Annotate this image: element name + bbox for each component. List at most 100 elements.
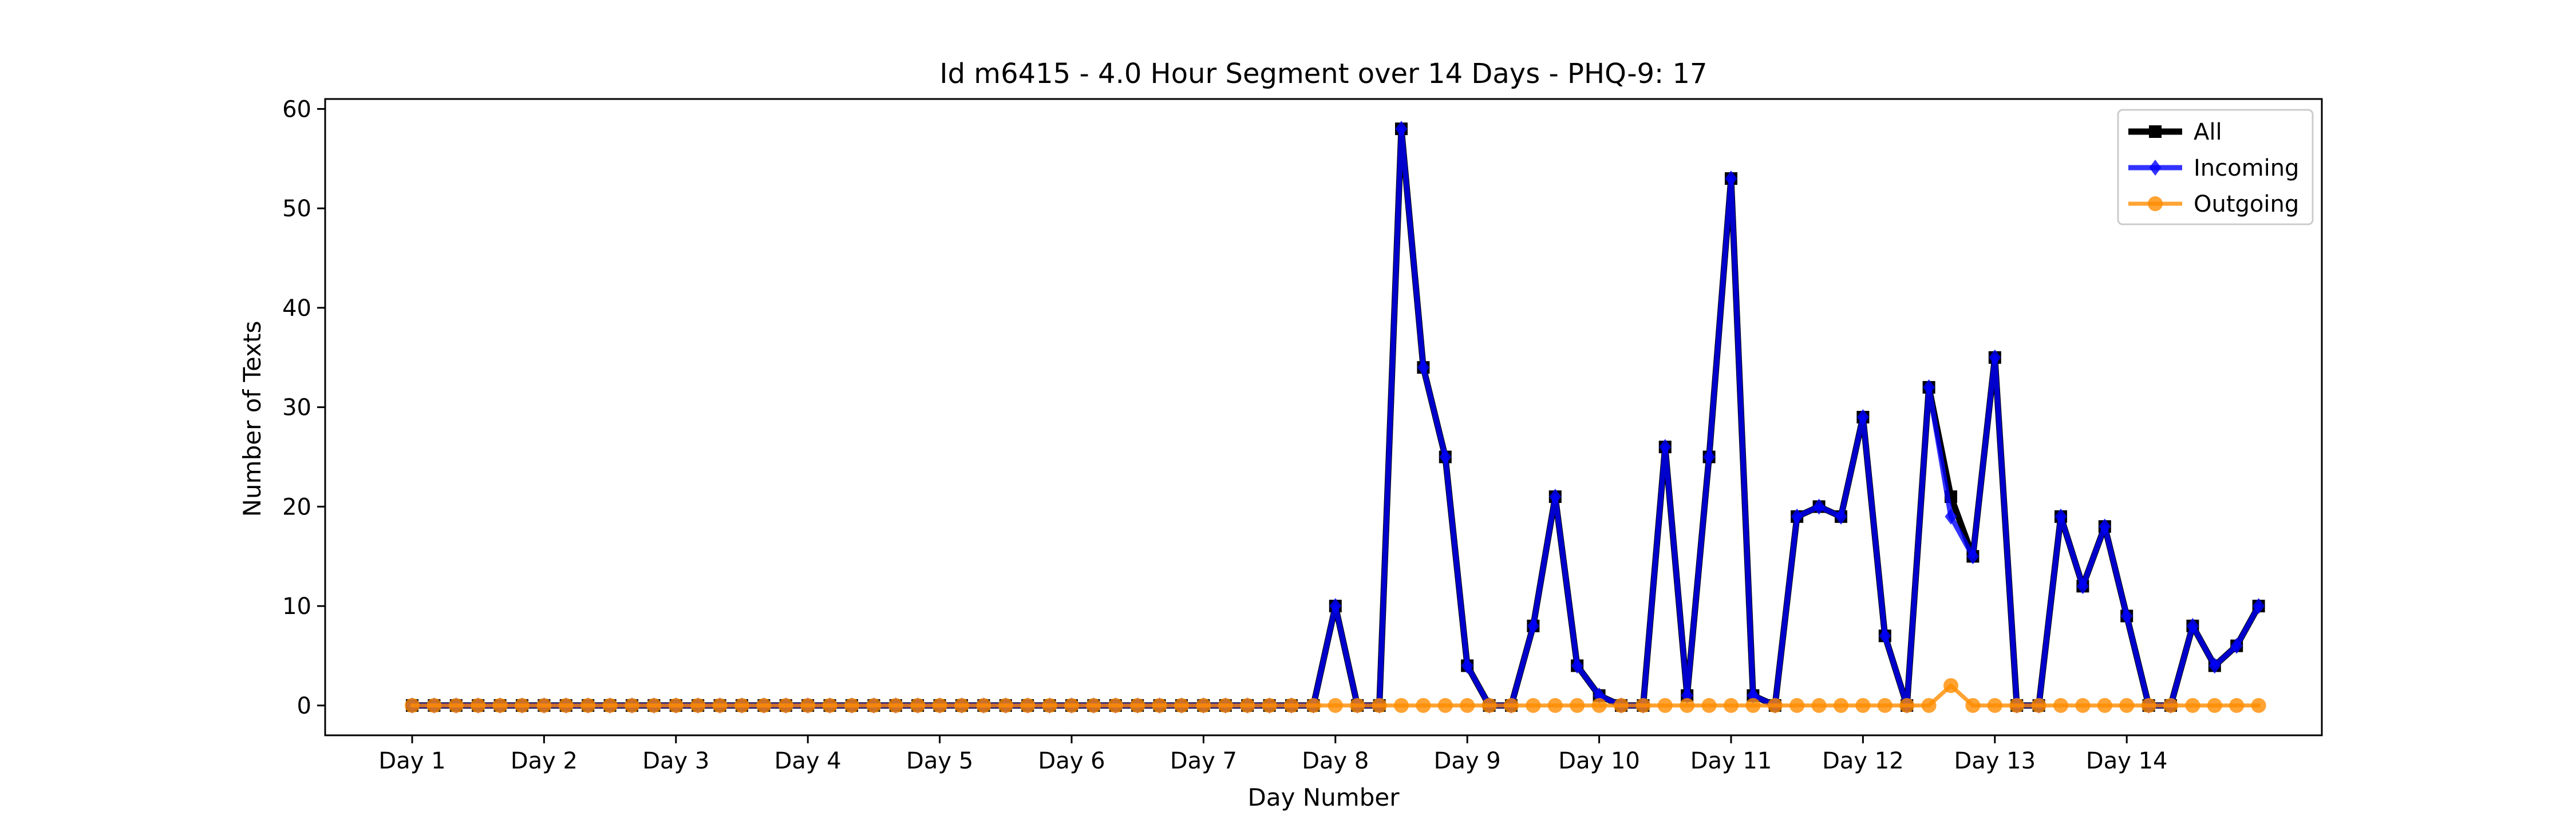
data-point-incoming: [1856, 409, 1869, 425]
data-point-outgoing: [1064, 698, 1079, 713]
series-line-all: [409, 125, 2262, 709]
data-point-incoming: [1439, 449, 1452, 465]
legend: All Incoming Outgoing: [2117, 109, 2314, 225]
data-point-incoming: [1966, 548, 1979, 565]
data-point-incoming: [1395, 121, 1408, 137]
data-point-outgoing: [1218, 698, 1233, 713]
data-point-outgoing: [888, 698, 903, 713]
data-point-outgoing: [1130, 698, 1145, 713]
data-point-outgoing: [1789, 698, 1805, 713]
data-point-outgoing: [844, 698, 859, 713]
data-point-outgoing: [1086, 698, 1101, 713]
plot-frame: [324, 98, 2323, 736]
data-point-outgoing: [1745, 698, 1761, 713]
data-point-incoming: [1549, 489, 1562, 505]
data-point-incoming: [1879, 628, 1891, 644]
data-point-outgoing: [1020, 698, 1036, 713]
legend-label-all: All: [2194, 119, 2222, 145]
data-point-incoming: [1703, 449, 1716, 465]
data-point-incoming: [1835, 508, 1847, 525]
data-point-incoming: [1659, 439, 1672, 455]
data-point-outgoing: [1899, 698, 1915, 713]
data-point-incoming: [2253, 598, 2265, 615]
x-tick-label: Day 14: [2086, 748, 2168, 774]
data-point-outgoing: [1855, 698, 1871, 713]
data-point-incoming: [2120, 608, 2133, 624]
data-point-outgoing: [1504, 698, 1519, 713]
data-point-incoming: [1571, 657, 1583, 674]
data-point-outgoing: [1437, 698, 1453, 713]
data-point-incoming: [2099, 518, 2111, 535]
data-point-outgoing: [2053, 698, 2068, 713]
data-point-incoming: [1923, 379, 1935, 395]
data-point-outgoing: [1108, 698, 1123, 713]
data-point-outgoing: [448, 698, 464, 713]
data-point-outgoing: [2185, 698, 2200, 713]
data-point-outgoing: [580, 698, 596, 713]
data-point-incoming: [2230, 637, 2243, 654]
y-tick-label: 10: [282, 593, 311, 620]
legend-box: [2117, 109, 2314, 225]
data-point-outgoing: [625, 698, 639, 713]
data-point-outgoing: [2163, 698, 2178, 713]
legend-label-incoming: Incoming: [2194, 155, 2299, 181]
y-tick-label: 50: [282, 196, 311, 222]
data-point-outgoing: [2119, 698, 2135, 713]
x-tick-label: Day 4: [775, 748, 841, 774]
x-tick-label: Day 6: [1038, 748, 1105, 774]
legend-marker-outgoing: [2148, 196, 2163, 211]
data-point-outgoing: [2031, 698, 2046, 713]
data-point-outgoing: [646, 698, 662, 713]
data-point-outgoing: [1526, 698, 1541, 713]
x-tick-label: Day 3: [642, 748, 709, 774]
data-point-outgoing: [1965, 698, 1981, 713]
data-point-outgoing: [2141, 698, 2156, 713]
data-point-outgoing: [998, 698, 1013, 713]
y-tick-label: 30: [282, 395, 311, 421]
data-point-outgoing: [1811, 698, 1827, 713]
chart-title: Id m6415 - 4.0 Hour Segment over 14 Days…: [939, 58, 1707, 90]
data-point-outgoing: [1460, 698, 1475, 713]
data-point-outgoing: [1350, 698, 1365, 713]
data-point-outgoing: [1767, 698, 1783, 713]
legend-label-outgoing: Outgoing: [2194, 191, 2299, 217]
data-point-outgoing: [1701, 698, 1717, 713]
data-point-outgoing: [405, 698, 420, 713]
x-tick-label: Day 13: [1954, 748, 2036, 774]
data-point-outgoing: [1416, 698, 1431, 713]
data-point-outgoing: [1987, 698, 2002, 713]
data-point-outgoing: [712, 698, 728, 713]
data-point-outgoing: [1284, 698, 1299, 713]
y-tick-label: 0: [297, 693, 311, 719]
x-axis-label: Day Number: [1247, 783, 1400, 811]
data-point-outgoing: [910, 698, 926, 713]
data-point-outgoing: [515, 698, 530, 713]
data-point-outgoing: [1614, 698, 1629, 713]
data-point-outgoing: [2009, 698, 2025, 713]
data-point-outgoing: [492, 698, 508, 713]
series-outgoing: [405, 678, 2266, 713]
data-point-outgoing: [1724, 698, 1739, 713]
data-point-outgoing: [1240, 698, 1255, 713]
plot-area: [405, 121, 2266, 714]
data-point-outgoing: [1834, 698, 1848, 713]
data-point-outgoing: [602, 698, 618, 713]
data-point-outgoing: [756, 698, 772, 713]
data-point-outgoing: [1570, 698, 1585, 713]
x-tick-label: Day 10: [1558, 748, 1640, 774]
data-point-incoming: [2186, 617, 2199, 634]
x-tick-label: Day 11: [1690, 748, 1772, 774]
data-point-incoming: [1813, 498, 1826, 515]
data-point-outgoing: [690, 698, 706, 713]
data-point-incoming: [2208, 657, 2221, 674]
data-point-outgoing: [1262, 698, 1277, 713]
data-point-outgoing: [1042, 698, 1057, 713]
y-axis-label: Number of Texts: [238, 321, 266, 517]
data-point-outgoing: [1591, 698, 1607, 713]
y-tick-label: 40: [282, 295, 311, 322]
data-point-outgoing: [1306, 698, 1321, 713]
data-point-incoming: [2055, 508, 2067, 525]
data-point-outgoing: [1174, 698, 1189, 713]
data-point-incoming: [1461, 657, 1473, 674]
data-point-outgoing: [1943, 678, 1958, 694]
